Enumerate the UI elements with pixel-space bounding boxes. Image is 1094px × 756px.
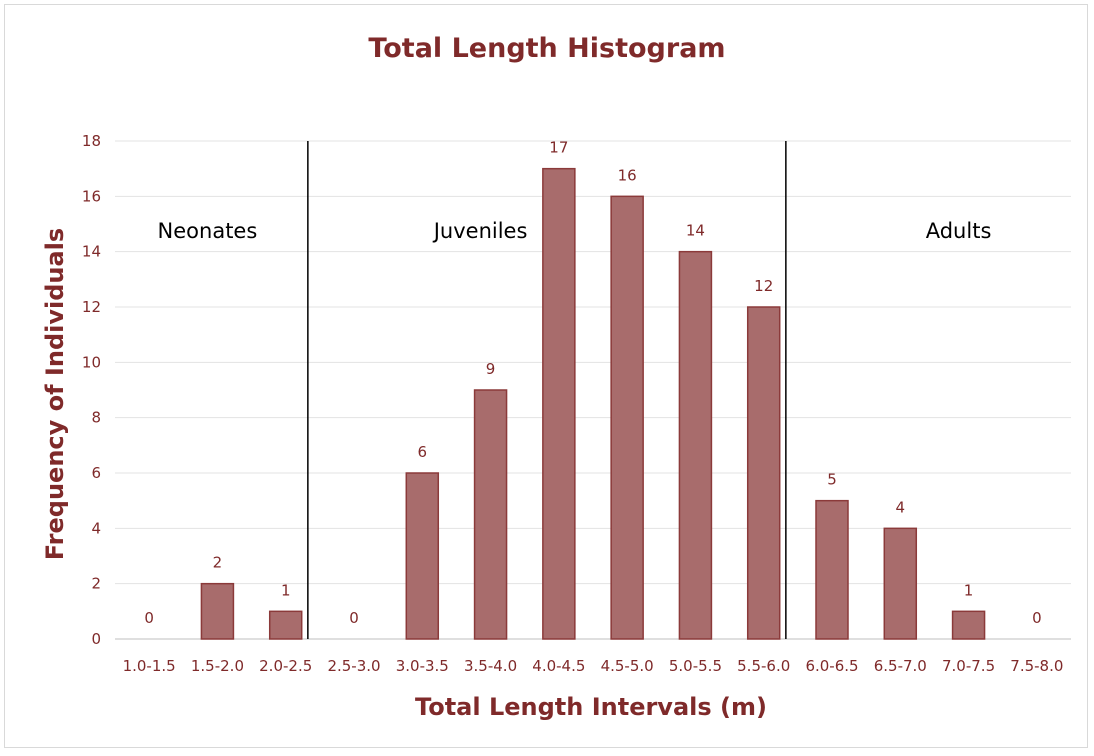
data-label: 17	[549, 139, 568, 157]
bar-6.0-6.5	[815, 499, 849, 640]
bar-4.0-4.5	[542, 167, 576, 640]
bar-6.5-7.0	[883, 527, 918, 640]
y-tick-label: 16	[82, 187, 101, 205]
data-label: 9	[486, 360, 496, 378]
x-tick-label: 4.0-4.5	[532, 657, 585, 675]
x-tick-label: 1.5-2.0	[191, 657, 244, 675]
stage-label: Juveniles	[432, 219, 528, 243]
data-label: 1	[964, 581, 974, 599]
y-tick-label: 0	[91, 630, 101, 648]
x-tick-label: 1.0-1.5	[123, 657, 176, 675]
data-label: 12	[754, 277, 773, 295]
data-label: 4	[896, 498, 906, 516]
x-axis-title: Total Length Intervals (m)	[415, 693, 767, 721]
bar-2.0-2.5	[268, 610, 303, 640]
data-label: 5	[827, 471, 837, 489]
x-tick-label: 5.5-6.0	[737, 657, 790, 675]
y-tick-label: 8	[91, 409, 101, 427]
bars	[200, 167, 986, 640]
gridlines	[115, 140, 1071, 640]
bar-5.5-6.0	[746, 306, 781, 640]
x-tick-label: 3.5-4.0	[464, 657, 517, 675]
x-tick-label: 4.5-5.0	[601, 657, 654, 675]
x-tick-label: 6.5-7.0	[874, 657, 927, 675]
y-tick-labels: 0 2 4 6 8 10 12 14 16 18	[82, 132, 101, 648]
y-tick-label: 2	[91, 575, 101, 593]
data-label: 2	[213, 554, 223, 572]
x-tick-label: 6.0-6.5	[805, 657, 858, 675]
x-tick-label: 5.0-5.5	[669, 657, 722, 675]
x-tick-label: 7.0-7.5	[942, 657, 995, 675]
stage-label: Adults	[926, 219, 992, 243]
bar-4.5-5.0	[610, 195, 644, 640]
bar-3.5-4.0	[473, 389, 508, 640]
data-label: 16	[618, 166, 637, 184]
y-tick-label: 6	[91, 464, 101, 482]
stage-label: Neonates	[158, 219, 258, 243]
bar-7.0-7.5	[951, 610, 986, 640]
y-tick-label: 4	[91, 519, 101, 537]
bar-5.0-5.5	[678, 250, 713, 640]
stage-dividers	[307, 141, 787, 639]
x-tick-label: 2.5-3.0	[327, 657, 380, 675]
x-tick-labels: 1.0-1.5 1.5-2.0 2.0-2.5 2.5-3.0 3.0-3.5 3.5-4…	[123, 657, 1064, 675]
y-tick-label: 14	[82, 243, 101, 261]
data-label: 6	[418, 443, 428, 461]
x-tick-label: 7.5-8.0	[1010, 657, 1063, 675]
data-label: 14	[686, 222, 705, 240]
data-label: 0	[144, 609, 154, 627]
y-axis-title: Frequency of Individuals	[41, 228, 69, 560]
bar-1.5-2.0	[200, 582, 235, 640]
stage-annotations: Neonates Juveniles Adults	[158, 219, 992, 243]
chart-title: Total Length Histogram	[368, 33, 725, 64]
y-tick-label: 12	[82, 298, 101, 316]
y-tick-label: 18	[82, 132, 101, 150]
data-labels: 0 2 1 0 6 9 17 16 14 12 5 4 1 0	[144, 139, 1041, 627]
data-label: 1	[281, 581, 291, 599]
bar-3.0-3.5	[405, 472, 440, 640]
data-label: 0	[349, 609, 359, 627]
chart-frame: Total Length Histogram 0 2 4 6 8 10 12 14 16 18 1…	[4, 4, 1088, 748]
x-tick-label: 3.0-3.5	[396, 657, 449, 675]
y-tick-label: 10	[82, 353, 101, 371]
x-tick-label: 2.0-2.5	[259, 657, 312, 675]
data-label: 0	[1032, 609, 1042, 627]
